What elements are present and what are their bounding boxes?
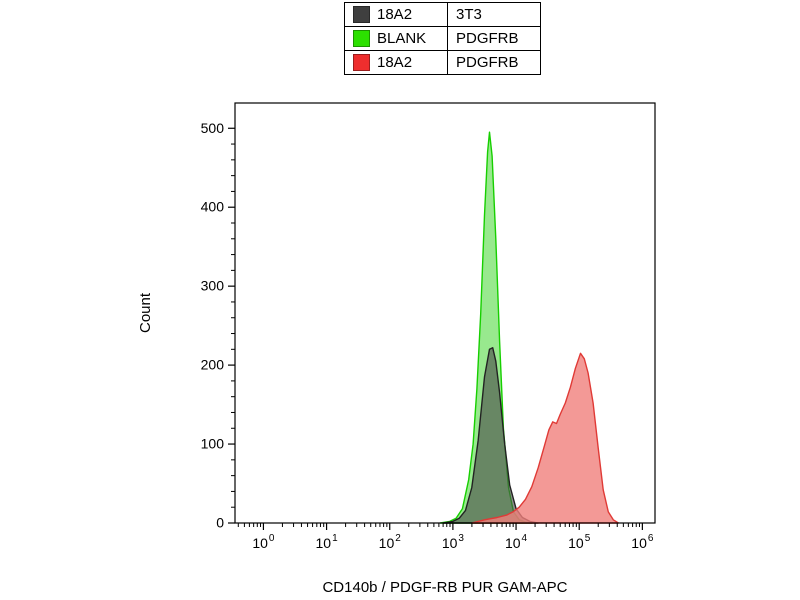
x-tick-label: 105 [568, 533, 591, 551]
series-area [471, 352, 620, 524]
legend-value: PDGFRB [447, 50, 541, 75]
legend-label: 18A2 [377, 6, 413, 23]
x-tick-label: 104 [505, 533, 528, 551]
x-axis: 100 101 102 103 104 105 106 [237, 523, 654, 551]
y-axis: 0 100 200 300 400 500 [201, 120, 235, 531]
y-tick-label: 200 [201, 357, 225, 373]
legend-swatch-gray [353, 6, 370, 23]
y-tick-label: 100 [201, 436, 225, 452]
legend-row: BLANK PDGFRB [344, 26, 541, 51]
x-axis-title: CD140b / PDGF-RB PUR GAM-APC [322, 579, 567, 596]
x-tick-label: 103 [442, 533, 465, 551]
x-tick-label: 102 [379, 533, 402, 551]
x-tick-label: 106 [631, 533, 654, 551]
legend-label: 18A2 [377, 54, 413, 71]
y-tick-label: 400 [201, 199, 225, 215]
legend-label: BLANK [377, 30, 427, 47]
plot-border [234, 102, 656, 524]
x-tick-label: 101 [316, 533, 339, 551]
y-axis-title: Count [137, 292, 154, 333]
legend-value: 3T3 [447, 2, 541, 27]
series-areas [439, 131, 620, 524]
legend-swatch-red [353, 54, 370, 71]
series-area [442, 347, 539, 524]
legend-swatch-green [353, 30, 370, 47]
x-tick-label: 100 [252, 533, 275, 551]
legend-row: 18A2 PDGFRB [344, 50, 541, 75]
legend: 18A2 3T3 BLANK PDGFRB 18A2 PDGFRB [344, 2, 541, 75]
y-tick-label: 0 [216, 515, 224, 531]
legend-value: PDGFRB [447, 26, 541, 51]
legend-row: 18A2 3T3 [344, 2, 541, 27]
y-tick-label: 300 [201, 278, 225, 294]
y-tick-label: 500 [201, 120, 225, 136]
plot-layers: 0 100 200 300 400 500 100 101 102 103 104 105 106 [201, 102, 656, 551]
